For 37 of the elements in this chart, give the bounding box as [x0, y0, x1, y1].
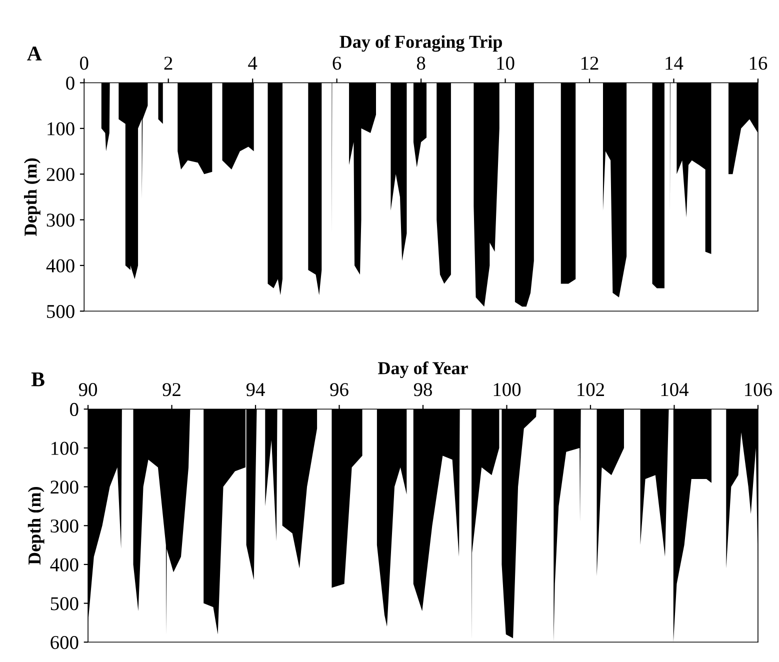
text: B — [31, 372, 44, 386]
x-tick-label: 0 — [80, 56, 88, 70]
y-tick-label: 200 — [46, 168, 74, 182]
y-axis-title: Depth (m) — [28, 487, 44, 565]
x-tick-label: 94 — [246, 383, 265, 396]
y-tick-label: 300 — [50, 519, 78, 533]
x-tick-label: 98 — [414, 383, 432, 396]
y-tick-label: 400 — [46, 259, 74, 272]
y-tick-label: 200 — [50, 480, 78, 494]
x-tick-label: 90 — [78, 383, 98, 396]
y-tick-label: 400 — [50, 558, 78, 572]
y-tick-label: 500 — [47, 304, 74, 318]
y-tick-label: 0 — [70, 402, 78, 416]
x-axis-title: Day of Foraging Trip — [340, 35, 502, 52]
x-tick-label: 14 — [666, 56, 684, 70]
text: A — [27, 46, 42, 60]
x-tick-label: 10 — [497, 56, 514, 70]
x-tick-label: 106 — [745, 383, 772, 396]
y-tick-label: 0 — [66, 76, 74, 90]
x-tick-label: 96 — [330, 383, 348, 396]
y-axis-title: Depth (m) — [24, 158, 40, 236]
y-tick-label: 100 — [48, 122, 74, 136]
x-tick-label: 100 — [494, 383, 521, 396]
x-tick-label: 92 — [162, 383, 180, 396]
y-tick-label: 500 — [50, 597, 78, 610]
x-tick-label: 12 — [581, 56, 598, 70]
x-tick-label: 102 — [578, 383, 604, 396]
x-tick-label: 8 — [416, 56, 426, 70]
x-tick-label: 16 — [750, 56, 768, 70]
x-tick-label: 104 — [661, 383, 689, 396]
x-axis-title: Day of Year — [378, 361, 468, 378]
y-tick-label: 300 — [46, 214, 74, 227]
y-tick-label: 100 — [52, 442, 78, 455]
y-tick-label: 600 — [50, 636, 78, 650]
x-tick-label: 2 — [164, 56, 172, 70]
x-tick-label: 4 — [248, 56, 258, 70]
x-tick-label: 6 — [332, 56, 342, 70]
